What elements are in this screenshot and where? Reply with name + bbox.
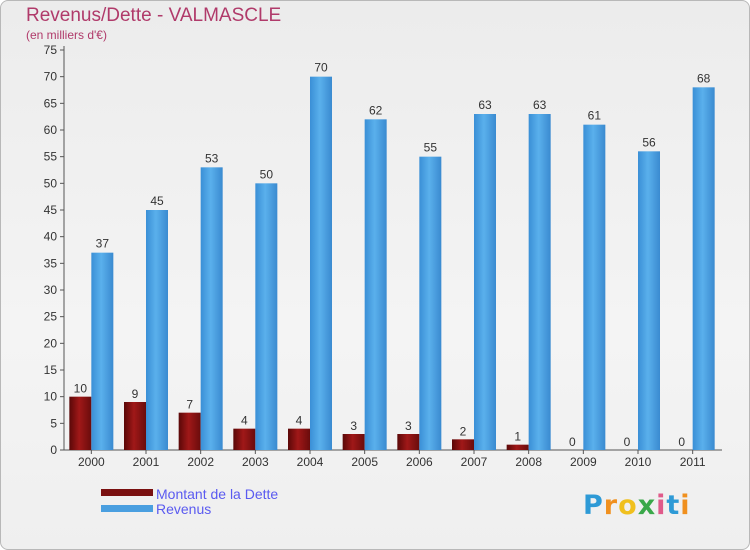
legend-swatch-revenus (101, 505, 153, 512)
chart-subtitle: (en milliers d'€) (26, 28, 107, 42)
y-tick-label: 75 (44, 43, 58, 57)
logo-letter: t (666, 490, 681, 521)
bar-revenus (638, 151, 660, 451)
y-tick-label: 25 (44, 310, 58, 324)
data-label-revenus: 55 (424, 141, 438, 155)
bar-debt (288, 428, 310, 450)
data-label-debt: 9 (132, 387, 139, 401)
x-tick-label: 2005 (351, 455, 378, 469)
x-tick-label: 2006 (406, 455, 433, 469)
bar-revenus (692, 87, 715, 450)
data-label-revenus: 45 (150, 194, 164, 208)
data-label-debt: 2 (460, 424, 467, 438)
y-tick-label: 10 (44, 390, 58, 404)
proxiti-logo: Proxiti (583, 490, 691, 521)
bar-debt (69, 396, 92, 450)
bar-debt (342, 434, 365, 450)
logo-letter: x (637, 490, 657, 521)
bar-revenus (146, 210, 168, 450)
bar-revenus (200, 167, 223, 451)
legend-label-debt: Montant de la Dette (156, 486, 279, 502)
bar-revenus (528, 114, 551, 450)
bar-revenus (91, 252, 114, 450)
y-tick-label: 20 (44, 336, 58, 350)
data-label-debt: 1 (514, 430, 521, 444)
bar-debt (178, 412, 201, 450)
logo-letter: P (583, 490, 604, 521)
data-label-revenus: 50 (260, 167, 274, 181)
y-tick-label: 65 (44, 96, 58, 110)
x-tick-label: 2000 (78, 455, 105, 469)
x-tick-label: 2009 (570, 455, 597, 469)
x-tick-label: 2008 (515, 455, 542, 469)
data-label-revenus: 70 (314, 61, 328, 75)
y-tick-label: 60 (44, 123, 58, 137)
y-tick-label: 0 (50, 443, 57, 457)
chart-title: Revenus/Dette - VALMASCLE (26, 5, 282, 26)
data-label-revenus: 37 (96, 237, 110, 251)
logo-letter: i (680, 490, 691, 521)
data-label-debt: 3 (405, 419, 412, 433)
x-tick-label: 2002 (187, 455, 214, 469)
x-tick-label: 2001 (133, 455, 160, 469)
data-label-revenus: 68 (697, 71, 711, 85)
y-tick-label: 55 (44, 150, 58, 164)
legend-swatch-debt (101, 489, 153, 496)
data-label-debt: 3 (350, 419, 357, 433)
data-label-revenus: 61 (588, 109, 602, 123)
bar-debt (397, 434, 420, 450)
data-label-debt: 4 (296, 414, 303, 428)
data-label-debt: 0 (569, 435, 576, 449)
bar-revenus (255, 183, 278, 451)
x-tick-label: 2004 (297, 455, 324, 469)
y-tick-label: 35 (44, 256, 58, 270)
data-label-debt: 0 (624, 435, 631, 449)
data-label-revenus: 56 (642, 135, 656, 149)
x-tick-label: 2011 (680, 455, 706, 469)
x-tick-label: 2003 (242, 455, 269, 469)
bar-revenus (474, 114, 496, 450)
data-label-revenus: 62 (369, 103, 383, 117)
y-tick-label: 40 (44, 230, 58, 244)
data-label-debt: 0 (678, 435, 685, 449)
bar-revenus (310, 76, 332, 451)
data-label-debt: 4 (241, 414, 248, 428)
bar-revenus (364, 119, 387, 450)
y-tick-label: 15 (44, 363, 58, 377)
x-tick-label: 2007 (461, 455, 488, 469)
bar-revenus (419, 156, 442, 450)
data-label-debt: 7 (186, 398, 193, 412)
y-tick-label: 70 (44, 70, 58, 84)
bar-revenus (583, 124, 606, 451)
logo-letter: i (656, 490, 667, 521)
y-tick-label: 5 (50, 416, 57, 430)
data-label-revenus: 63 (533, 98, 547, 112)
data-label-debt: 10 (74, 382, 88, 396)
bar-debt (233, 428, 256, 450)
logo-letter: o (618, 490, 638, 521)
y-tick-label: 45 (44, 203, 58, 217)
legend-label-revenus: Revenus (156, 501, 212, 517)
x-tick-label: 2010 (625, 455, 652, 469)
bar-debt (452, 439, 474, 450)
bar-debt (506, 444, 529, 450)
bar-debt (124, 402, 146, 450)
y-tick-label: 50 (44, 176, 58, 190)
data-label-revenus: 53 (205, 151, 219, 165)
data-label-revenus: 63 (478, 98, 492, 112)
y-tick-label: 30 (44, 283, 58, 297)
logo-letter: r (603, 490, 619, 521)
